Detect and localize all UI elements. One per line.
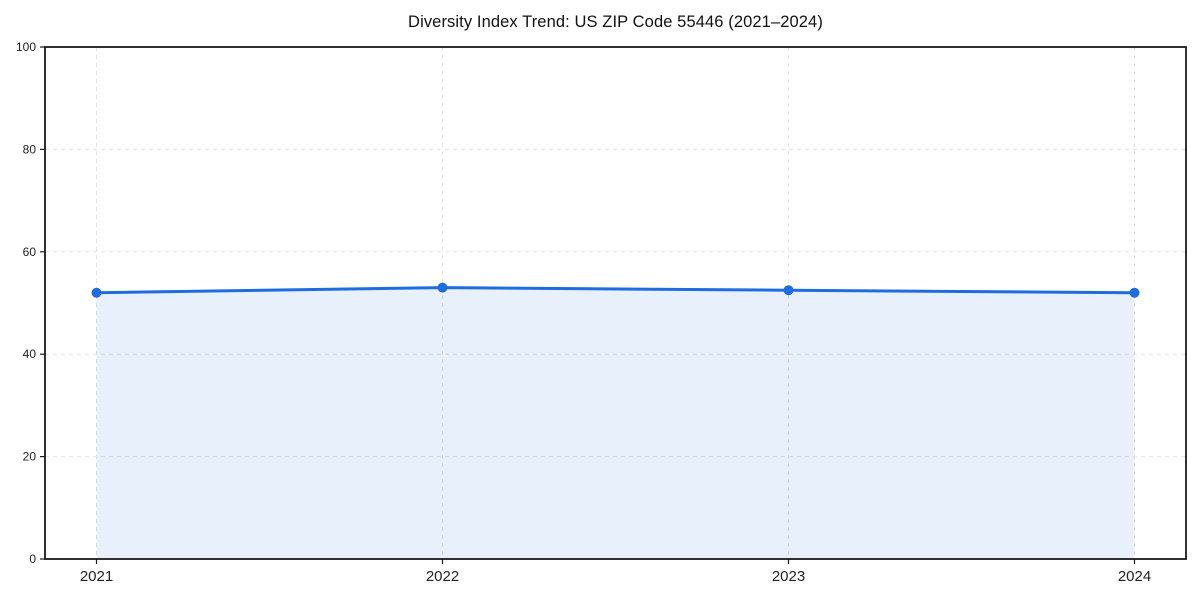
x-tick-label: 2024 [1118,568,1151,585]
x-tick-label: 2022 [426,568,459,585]
y-tick-label: 60 [23,245,37,259]
x-tick-label: 2021 [80,568,113,585]
x-tick-label: 2023 [772,568,805,585]
chart-title: Diversity Index Trend: US ZIP Code 55446… [408,13,823,31]
data-point [91,287,102,298]
y-tick-label: 100 [16,40,36,54]
data-point [437,282,448,293]
plot-border [44,46,1187,560]
data-point [1129,287,1140,298]
area-fill [96,287,1135,559]
y-tick-label: 0 [29,552,36,566]
y-tick-label: 20 [23,450,37,464]
y-tick-label: 80 [23,142,37,156]
trend-line [95,286,1136,295]
y-tick-label: 40 [23,347,37,361]
data-point [783,285,794,296]
